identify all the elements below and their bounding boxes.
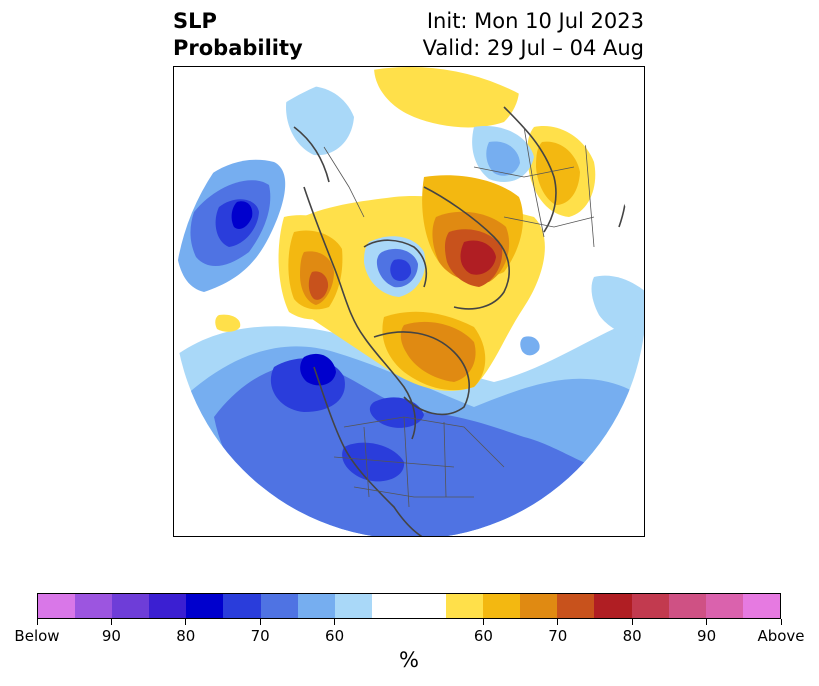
political-borders bbox=[323, 126, 595, 508]
colorbar bbox=[37, 593, 781, 619]
colorbar-segment bbox=[260, 594, 298, 618]
colorbar-segment bbox=[705, 594, 743, 618]
colorbar-segment bbox=[186, 594, 224, 618]
colorbar-tick bbox=[482, 619, 484, 625]
colorbar-tick-label: 60 bbox=[325, 627, 345, 645]
colorbar-tick-label: 80 bbox=[176, 627, 196, 645]
colorbar-segment bbox=[483, 594, 521, 618]
probability-map bbox=[174, 67, 644, 536]
colorbar-tick bbox=[631, 619, 633, 625]
below-normal-region-northeast-us bbox=[342, 442, 405, 482]
colorbar-segment bbox=[668, 594, 706, 618]
above-normal-region-north-atlantic bbox=[374, 67, 520, 128]
colorbar-tick-label: 70 bbox=[250, 627, 270, 645]
valid-period: Valid: 29 Jul – 04 Aug bbox=[422, 36, 644, 60]
above-normal-region-greenland-70 bbox=[400, 321, 476, 382]
colorbar-segment bbox=[334, 594, 372, 618]
colorbar-tick bbox=[185, 619, 187, 625]
colorbar-segment bbox=[38, 594, 76, 618]
colorbar-tick bbox=[259, 619, 261, 625]
colorbar-tick-label: Below bbox=[14, 627, 60, 645]
colorbar-segment bbox=[149, 594, 187, 618]
init-date: Init: Mon 10 Jul 2023 bbox=[426, 9, 644, 33]
colorbar-segment bbox=[75, 594, 113, 618]
colorbar-tick-label: 60 bbox=[473, 627, 493, 645]
below-normal-region-barents-70 bbox=[486, 141, 520, 176]
colorbar-segment bbox=[594, 594, 632, 618]
colorbar-tick bbox=[334, 619, 336, 625]
title-metric: Probability bbox=[173, 36, 303, 60]
colorbar-segment bbox=[631, 594, 669, 618]
below-normal-region-europe bbox=[286, 85, 354, 156]
colorbar-tick bbox=[36, 619, 38, 625]
below-normal-core-east-siberia-80 bbox=[231, 201, 253, 229]
below-normal-core-hudson-bay-80 bbox=[300, 353, 336, 386]
above-normal-spot-pacific bbox=[215, 314, 241, 332]
colorbar-tick-label: 80 bbox=[622, 627, 642, 645]
map-panel bbox=[173, 66, 645, 537]
colorbar-tick-label: 90 bbox=[101, 627, 121, 645]
chart-title-right: Init: Mon 10 Jul 2023 Valid: 29 Jul – 04… bbox=[423, 8, 644, 62]
colorbar-segment bbox=[520, 594, 558, 618]
below-normal-region-east-atlantic bbox=[591, 275, 644, 338]
below-normal-core-pole bbox=[390, 259, 412, 281]
above-normal-region-beaufort bbox=[308, 271, 329, 300]
title-variable: SLP bbox=[173, 9, 217, 33]
colorbar-segment bbox=[223, 594, 261, 618]
colorbar-tick bbox=[780, 619, 782, 625]
colorbar-tick-label: Above bbox=[757, 627, 805, 645]
colorbar-tick-label: 90 bbox=[697, 627, 717, 645]
colorbar-unit-label: % bbox=[399, 648, 419, 672]
colorbar-tick-label: 70 bbox=[548, 627, 568, 645]
colorbar-segment bbox=[742, 594, 780, 618]
colorbar-segment bbox=[371, 594, 447, 618]
above-normal-region-scandinavia bbox=[536, 141, 580, 205]
colorbar-tick bbox=[557, 619, 559, 625]
above-normal-core-siberia bbox=[460, 240, 496, 275]
chart-title-left: SLP Probability bbox=[173, 8, 303, 62]
colorbar-segment bbox=[112, 594, 150, 618]
colorbar-segment bbox=[446, 594, 484, 618]
colorbar-segment bbox=[297, 594, 335, 618]
below-normal-spot-atlantic bbox=[520, 336, 540, 356]
colorbar-tick bbox=[110, 619, 112, 625]
colorbar-segment bbox=[557, 594, 595, 618]
colorbar-tick bbox=[706, 619, 708, 625]
